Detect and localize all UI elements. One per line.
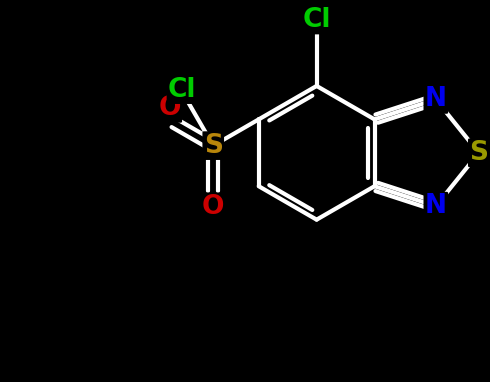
Text: S: S [469,140,489,166]
Text: Cl: Cl [302,7,331,33]
Text: O: O [158,96,181,121]
Text: Cl: Cl [168,77,196,103]
Text: N: N [425,193,447,219]
Text: S: S [204,133,223,159]
Text: O: O [202,194,224,220]
Text: N: N [425,86,447,112]
